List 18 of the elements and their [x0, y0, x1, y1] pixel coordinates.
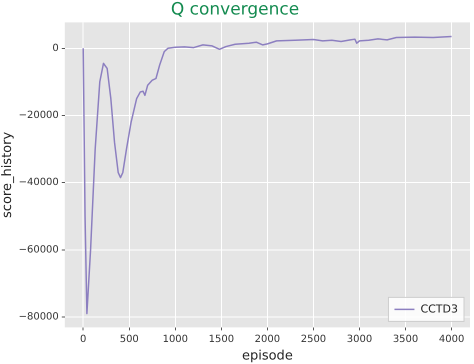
x-tick-label: 2500 — [300, 334, 326, 345]
chart-title: Q convergence — [170, 0, 300, 20]
x-tick-label: 1500 — [208, 334, 234, 345]
y-tick-label: −60000 — [18, 244, 59, 256]
y-tick-label: −40000 — [18, 177, 59, 188]
y-tick-label: 0 — [52, 42, 59, 54]
y-tick-label: −20000 — [18, 110, 59, 122]
x-tick-label: 2000 — [254, 334, 280, 345]
y-axis-title: score_history — [0, 132, 16, 218]
x-tick-label: 0 — [80, 334, 86, 345]
x-axis-title: episode — [242, 348, 293, 364]
x-tick-label: 3000 — [346, 334, 372, 345]
y-tick-label: −80000 — [18, 312, 59, 323]
x-tick-label: 4000 — [438, 334, 464, 345]
x-tick-label: 1000 — [162, 334, 188, 345]
x-tick-label: 500 — [120, 334, 139, 345]
legend-label: CCTD3 — [420, 302, 458, 316]
x-tick-label: 3500 — [392, 334, 418, 345]
